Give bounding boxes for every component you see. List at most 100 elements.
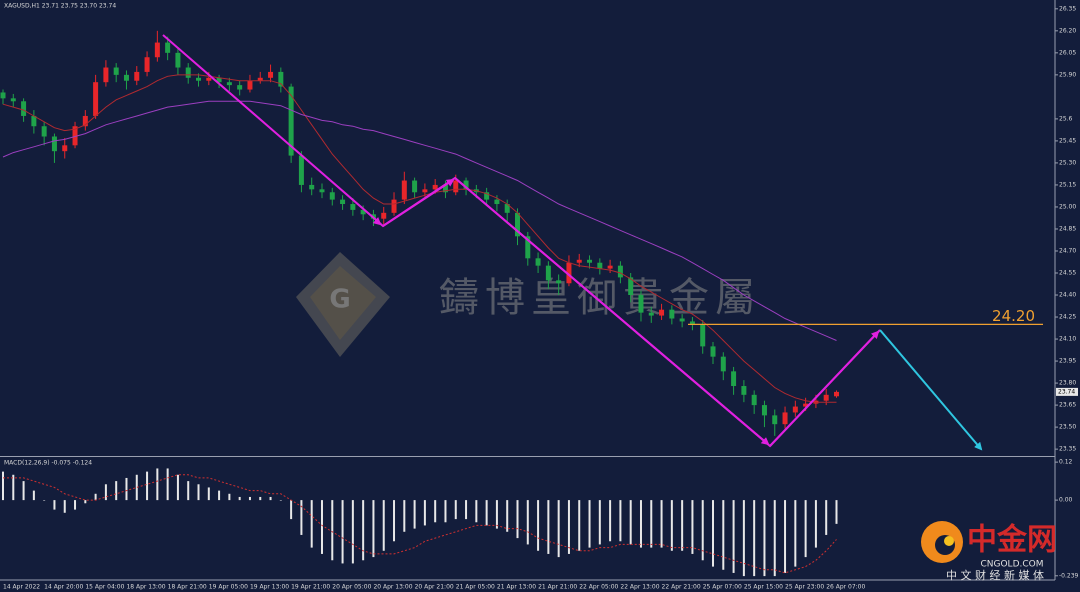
macd-bar (670, 500, 673, 551)
x-tick-label: 25 Apr 15:00 (744, 584, 783, 591)
macd-bar (393, 500, 396, 542)
candle-body (10, 98, 16, 102)
macd-bar (207, 487, 210, 501)
candle-body (515, 212, 520, 237)
y-tick-label: 24.55 (1059, 270, 1076, 277)
macd-bar (444, 500, 447, 523)
macd-bar (32, 490, 35, 501)
candle-body (134, 71, 140, 81)
candle-body (463, 180, 469, 190)
macd-bar (269, 496, 272, 501)
candle-body (196, 77, 202, 81)
candle-body (412, 180, 418, 193)
y-tick-label: 0.00 (1059, 497, 1073, 504)
candle-body (329, 192, 335, 200)
candle-body (628, 277, 634, 296)
candle-body (648, 312, 654, 316)
x-tick-label: 20 Apr 21:00 (415, 584, 454, 591)
candle-body (278, 71, 284, 87)
moving-average (2, 74, 837, 403)
candle-body (144, 57, 150, 72)
y-tick-label: 25.00 (1059, 203, 1076, 210)
x-tick-label: 21 Apr 05:00 (456, 584, 495, 591)
macd-bar (814, 500, 817, 548)
candle-body (792, 406, 798, 413)
candle-body (298, 155, 304, 185)
candle-body (566, 262, 572, 284)
candle-body (288, 86, 294, 156)
y-tick-label: 25.30 (1059, 159, 1076, 166)
candle-body (21, 101, 27, 116)
x-tick-label: 19 Apr 13:00 (250, 584, 289, 591)
macd-bar (135, 474, 138, 501)
candle-body (51, 136, 57, 152)
candle-body (710, 346, 716, 357)
watermark-logo-text: G (329, 285, 350, 315)
candle-body (319, 189, 325, 193)
y-tick-label: -0.239 (1059, 572, 1079, 579)
macd-bar (825, 500, 828, 535)
macd-bar (228, 493, 231, 501)
candle-body (350, 204, 356, 210)
candle-body (525, 236, 531, 259)
y-tick-label: 25.45 (1059, 137, 1076, 144)
candle-body (782, 412, 788, 425)
last-price-label: 23.74 (1058, 388, 1075, 395)
macd-bar (722, 500, 725, 570)
candle-body (535, 258, 541, 266)
macd-bar (475, 500, 478, 523)
candle-body (123, 74, 129, 81)
macd-bar (526, 500, 529, 545)
candle-body (556, 280, 562, 284)
candle-body (638, 295, 644, 313)
y-tick-label: 23.65 (1059, 402, 1076, 409)
macd-bar (320, 500, 323, 554)
macd-bar (516, 500, 519, 539)
macd-bar (197, 484, 200, 501)
watermark-logo-inner (310, 266, 376, 340)
macd-bar (372, 500, 375, 558)
macd-bar (547, 500, 550, 554)
arrow-head (382, 178, 455, 227)
macd-bar (341, 500, 344, 564)
macd-bar (485, 500, 488, 526)
candle-body (761, 405, 767, 416)
candle-body (175, 52, 181, 68)
y-tick-label: 24.40 (1059, 292, 1076, 299)
macd-bar (22, 481, 25, 501)
candle-body (772, 415, 778, 425)
macd-bar (125, 477, 128, 501)
candle-body (185, 67, 191, 78)
candle-body (93, 82, 99, 116)
macd-bar (279, 500, 282, 501)
x-tick-label: 22 Apr 05:00 (579, 584, 618, 591)
y-tick-label: 24.10 (1059, 336, 1076, 343)
brand-name: 中金网 (967, 523, 1057, 558)
candle-body (617, 265, 623, 278)
candle-body (154, 42, 160, 58)
macd-bar (495, 500, 498, 529)
y-tick-label: 23.35 (1059, 446, 1076, 453)
y-tick-label: 0.12 (1059, 459, 1073, 466)
macd-bar (465, 500, 468, 520)
x-tick-label: 14 Apr 20:00 (44, 584, 83, 591)
candle-body (597, 262, 603, 269)
watermark-text: 鑄博皇御貴金屬 (439, 275, 761, 321)
x-tick-label: 14 Apr 2022 (3, 584, 40, 591)
macd-bar (218, 490, 221, 501)
candle-body (41, 126, 47, 137)
candle-body (700, 324, 706, 347)
x-tick-label: 19 Apr 21:00 (291, 584, 330, 591)
candle-body (689, 321, 695, 325)
macd-bar (763, 500, 766, 577)
chart-title: XAGUSD,H1 23.71 23.75 23.70 23.74 (4, 3, 116, 10)
macd-bar (84, 500, 87, 504)
level-label: 24.20 (992, 307, 1035, 325)
candle-body (587, 259, 593, 263)
x-tick-label: 22 Apr 21:00 (662, 584, 701, 591)
x-tick-label: 19 Apr 05:00 (209, 584, 248, 591)
x-tick-label: 26 Apr 07:00 (826, 584, 865, 591)
candle-body (257, 77, 263, 81)
macd-bar (567, 500, 570, 554)
